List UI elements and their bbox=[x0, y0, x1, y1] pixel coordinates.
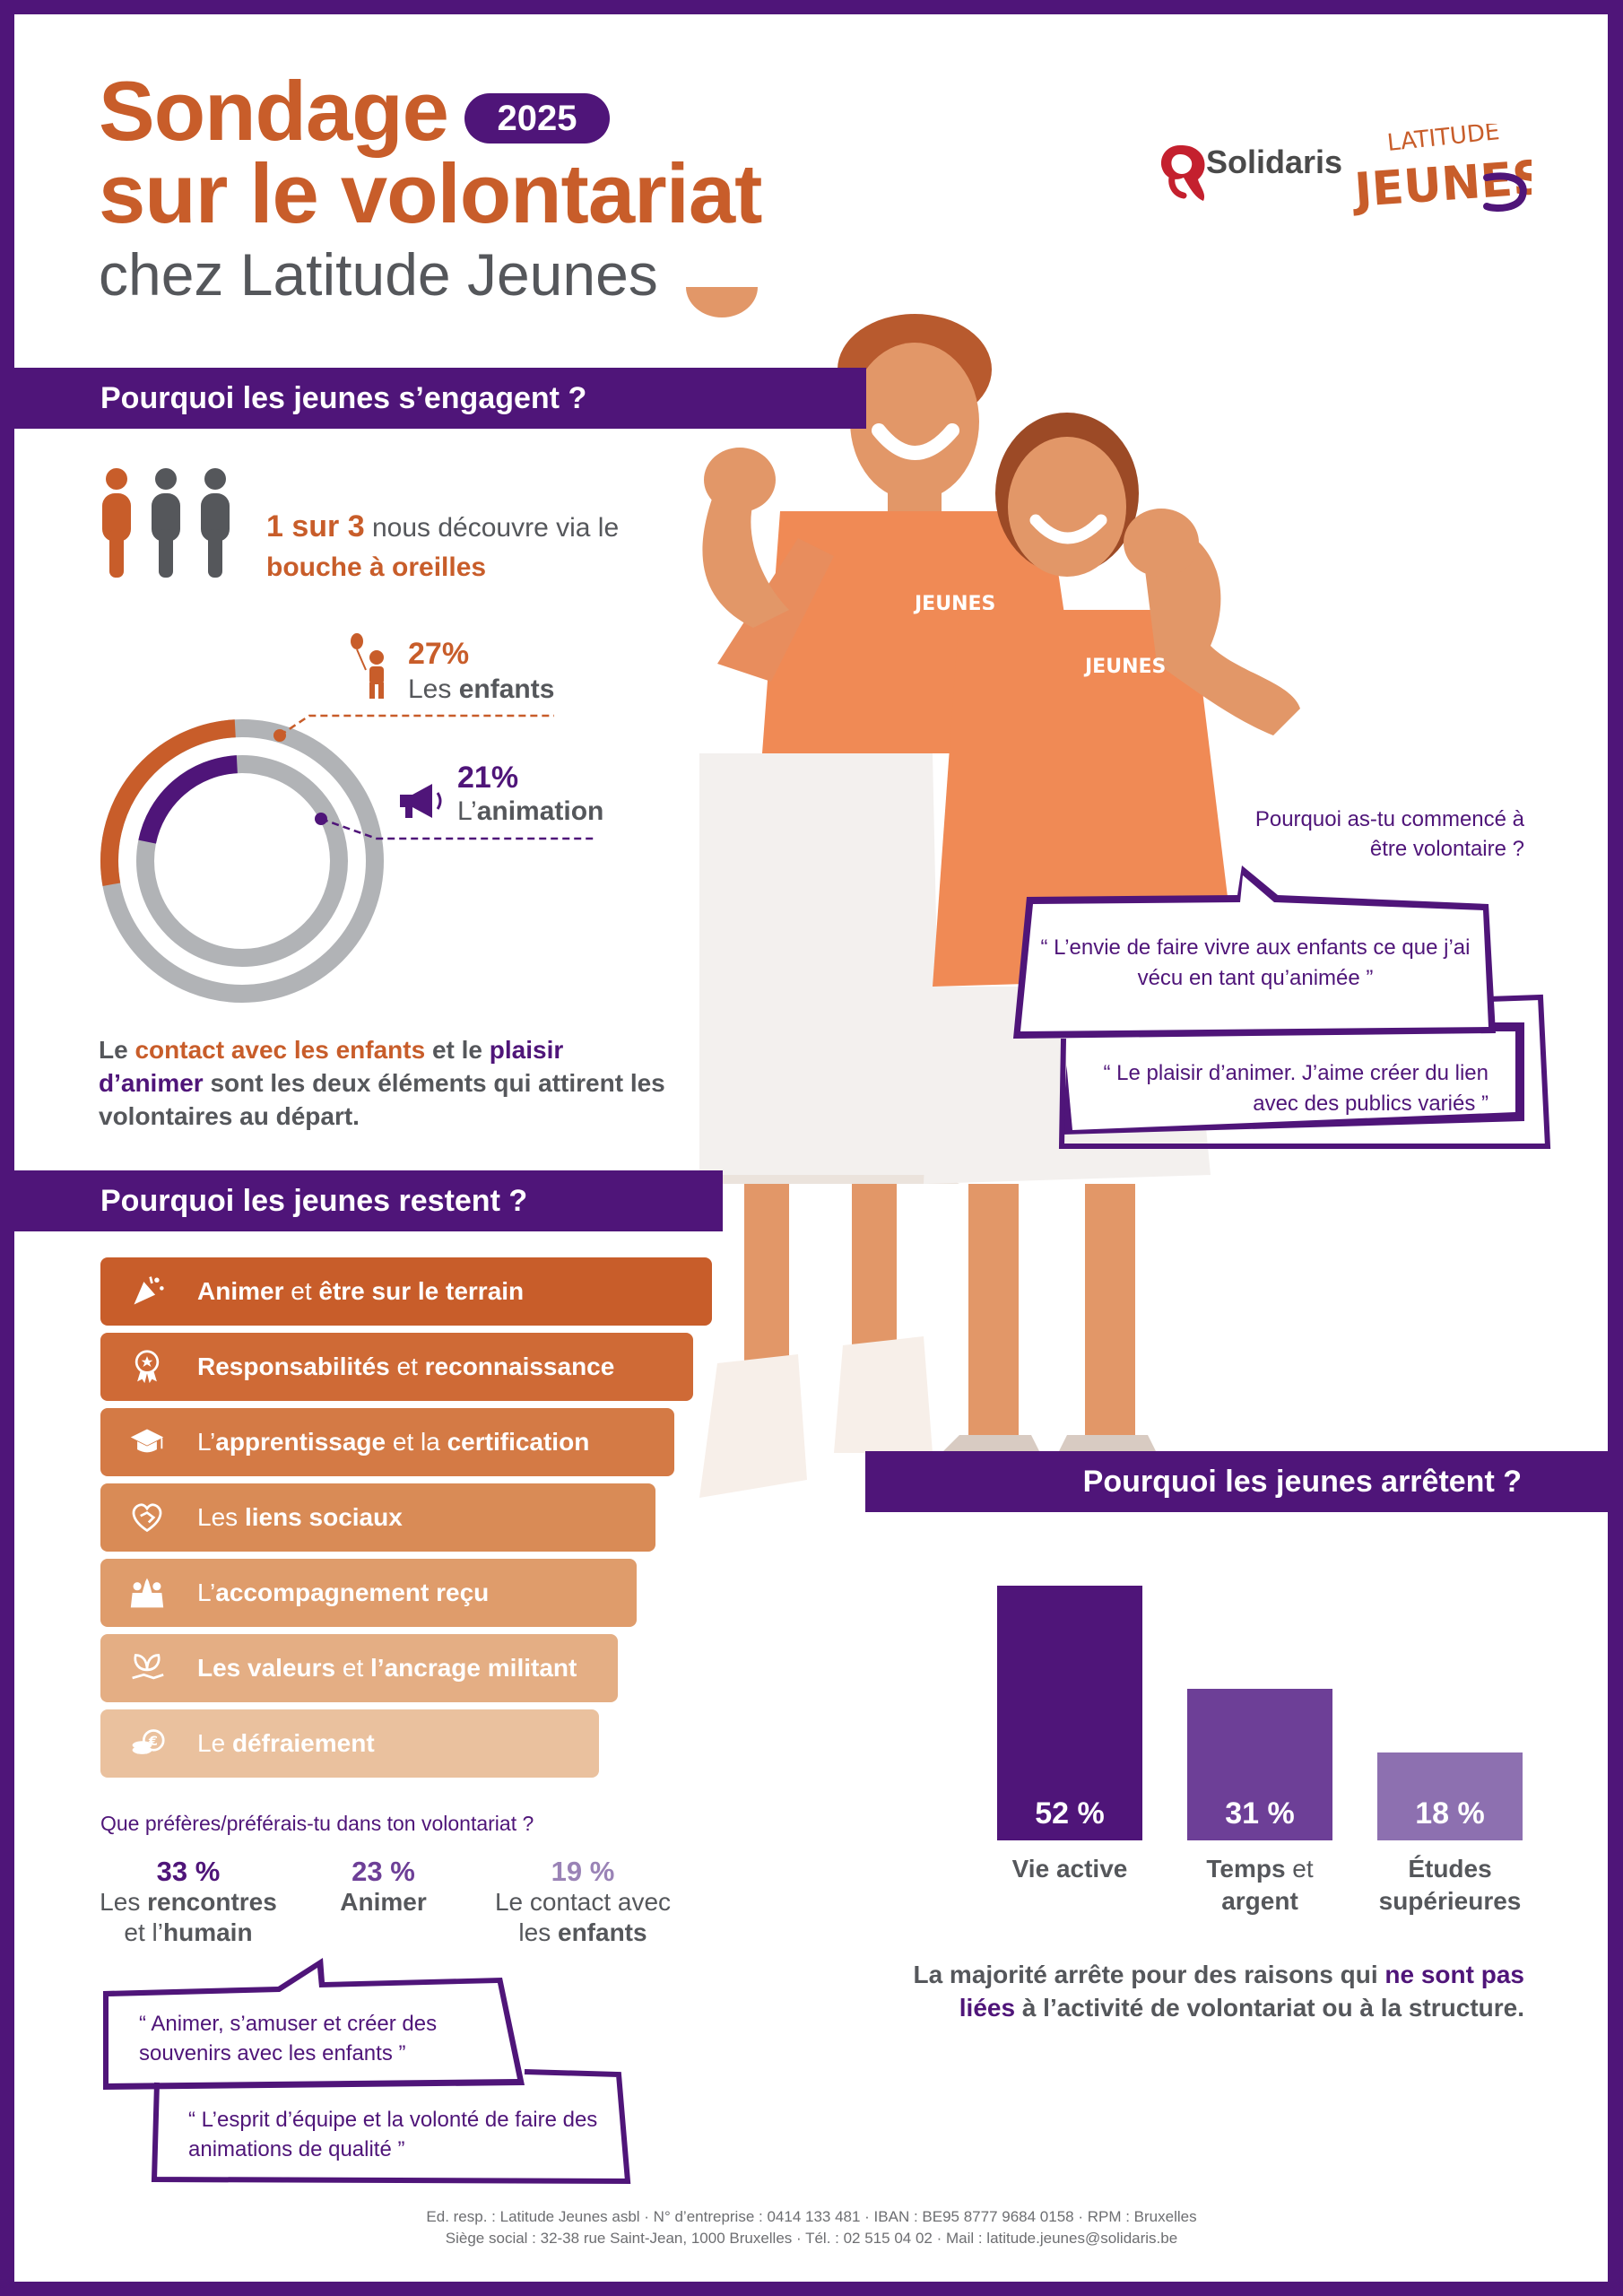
stop-bar-value: 31 % bbox=[1225, 1796, 1295, 1831]
people-highfive-icon bbox=[130, 1578, 164, 1608]
quote-start-2: “ Le plaisir d’animer. J’aime créer du l… bbox=[1103, 1061, 1488, 1116]
title-line-1: Sondage bbox=[99, 64, 449, 158]
quote-stay-1: “ Animer, s’amuser et créer des souvenir… bbox=[139, 2012, 438, 2066]
stop-category-label: Temps et argent bbox=[1206, 1855, 1314, 1915]
stay-reason-1: Animer et être sur le terrain bbox=[100, 1257, 712, 1326]
preference-1: 33 % Les rencontres et l’humain bbox=[90, 1857, 287, 1948]
solidaris-logo-icon bbox=[1160, 145, 1205, 201]
donut-arc-children bbox=[100, 719, 236, 886]
coins-euro-icon: € bbox=[132, 1729, 165, 1754]
quote-start-1: “ L’envie de faire vivre aux enfants ce … bbox=[1040, 935, 1471, 990]
solidaris-logo-text: Solidaris bbox=[1206, 144, 1343, 180]
heart-handshake-icon bbox=[132, 1503, 162, 1533]
stop-summary: La majorité arrête pour des raisons qui … bbox=[913, 1961, 1524, 2022]
year-badge: 2025 bbox=[464, 93, 610, 144]
stay-reason-5: L’accompagnement reçu bbox=[100, 1559, 637, 1627]
word-of-mouth-text: nous découvre via le bbox=[364, 513, 620, 543]
stay-reason-4: Les liens sociaux bbox=[100, 1483, 655, 1552]
stay-reason-6: Les valeurs et l’ancrage militant bbox=[100, 1634, 618, 1702]
stop-bar-value: 52 % bbox=[1035, 1796, 1105, 1831]
word-of-mouth-highlight: 1 sur 3 bbox=[266, 509, 365, 544]
child-balloon-icon bbox=[351, 633, 384, 699]
stop-bar-3: 18 % bbox=[1377, 1752, 1523, 1840]
section-heading-engage: Pourquoi les jeunes s’engagent ? bbox=[14, 368, 866, 429]
page-subtitle: chez Latitude Jeunes bbox=[99, 241, 658, 308]
stay-reason-2: Responsabilités et reconnaissance bbox=[100, 1333, 693, 1401]
stop-category-label: Études supérieures bbox=[1378, 1855, 1522, 1915]
stop-bar-value: 18 % bbox=[1415, 1796, 1485, 1831]
footer: Ed. resp. : Latitude Jeunes asbl · N° d’… bbox=[0, 2206, 1623, 2249]
stat-animation-pct: 21% bbox=[457, 761, 519, 795]
donut-arc-animation bbox=[138, 755, 239, 844]
stop-bar-1: 52 % bbox=[997, 1586, 1142, 1840]
preference-3: 19 % Le contact avec les enfants bbox=[475, 1857, 690, 1948]
stop-bar-2: 31 % bbox=[1187, 1688, 1332, 1840]
megaphone-icon bbox=[400, 784, 442, 818]
quote-stay-2: “ L’esprit d’équipe et la volonté de fai… bbox=[188, 2108, 598, 2161]
stay-reason-3: L’apprentissage et la certification bbox=[100, 1408, 674, 1476]
stay-reason-7: € Le défraiement bbox=[100, 1709, 599, 1778]
stat-animation-label: L’animation bbox=[457, 796, 604, 826]
word-of-mouth-stat: 1 sur 3 nous découvre via le bouche à or… bbox=[266, 507, 670, 587]
latitude-jeunes-logo: LATITUDE JEUNES bbox=[1350, 118, 1548, 222]
stat-children-label: Les enfants bbox=[408, 674, 555, 704]
svg-text:LATITUDE: LATITUDE bbox=[1386, 124, 1501, 157]
section-heading-stop: Pourquoi les jeunes arrêtent ? bbox=[865, 1451, 1608, 1512]
svg-text:€: € bbox=[148, 1735, 158, 1749]
latitude-jeunes-logo-icon: LATITUDE JEUNES bbox=[1350, 118, 1548, 218]
party-popper-icon bbox=[134, 1276, 164, 1305]
quote-question-start: Pourquoi as-tu commencé à être volontair… bbox=[1254, 807, 1524, 861]
preference-pct: 19 % bbox=[551, 1856, 615, 1887]
volunteers-photo: JEUNES JEUNES bbox=[686, 287, 1300, 1498]
three-people-icon bbox=[102, 468, 230, 578]
footer-line-2: Siège social : 32-38 rue Saint-Jean, 100… bbox=[445, 2230, 1178, 2247]
svg-text:JEUNES: JEUNES bbox=[1083, 656, 1166, 678]
attraction-donut-chart bbox=[100, 719, 384, 1003]
footer-line-1: Ed. resp. : Latitude Jeunes asbl · N° d’… bbox=[426, 2208, 1197, 2225]
stop-reasons-bar-chart: 52 % Vie active 31 % Temps et argent 18 % Étud… bbox=[986, 1561, 1542, 1937]
stop-category-label: Vie active bbox=[1011, 1855, 1128, 1883]
word-of-mouth-highlight-2: bouche à oreilles bbox=[266, 552, 487, 582]
graduation-cap-icon bbox=[130, 1429, 164, 1453]
preference-pct: 33 % bbox=[156, 1856, 221, 1887]
donut-track-2 bbox=[136, 755, 348, 967]
section-heading-stay: Pourquoi les jeunes restent ? bbox=[14, 1170, 723, 1231]
preference-question: Que préfères/préférais-tu dans ton volon… bbox=[100, 1812, 534, 1835]
stat-children-pct: 27% bbox=[408, 637, 470, 671]
preference-2: 23 % Animer bbox=[300, 1857, 466, 1918]
leaf-hand-icon bbox=[132, 1654, 164, 1680]
page-title: Sondage sur le volontariat bbox=[99, 64, 762, 240]
preference-pct: 23 % bbox=[352, 1856, 415, 1887]
award-rosette-icon bbox=[135, 1350, 160, 1384]
title-line-2: sur le volontariat bbox=[99, 146, 762, 240]
attraction-summary: Le contact avec les enfants et le plaisi… bbox=[99, 1036, 665, 1130]
